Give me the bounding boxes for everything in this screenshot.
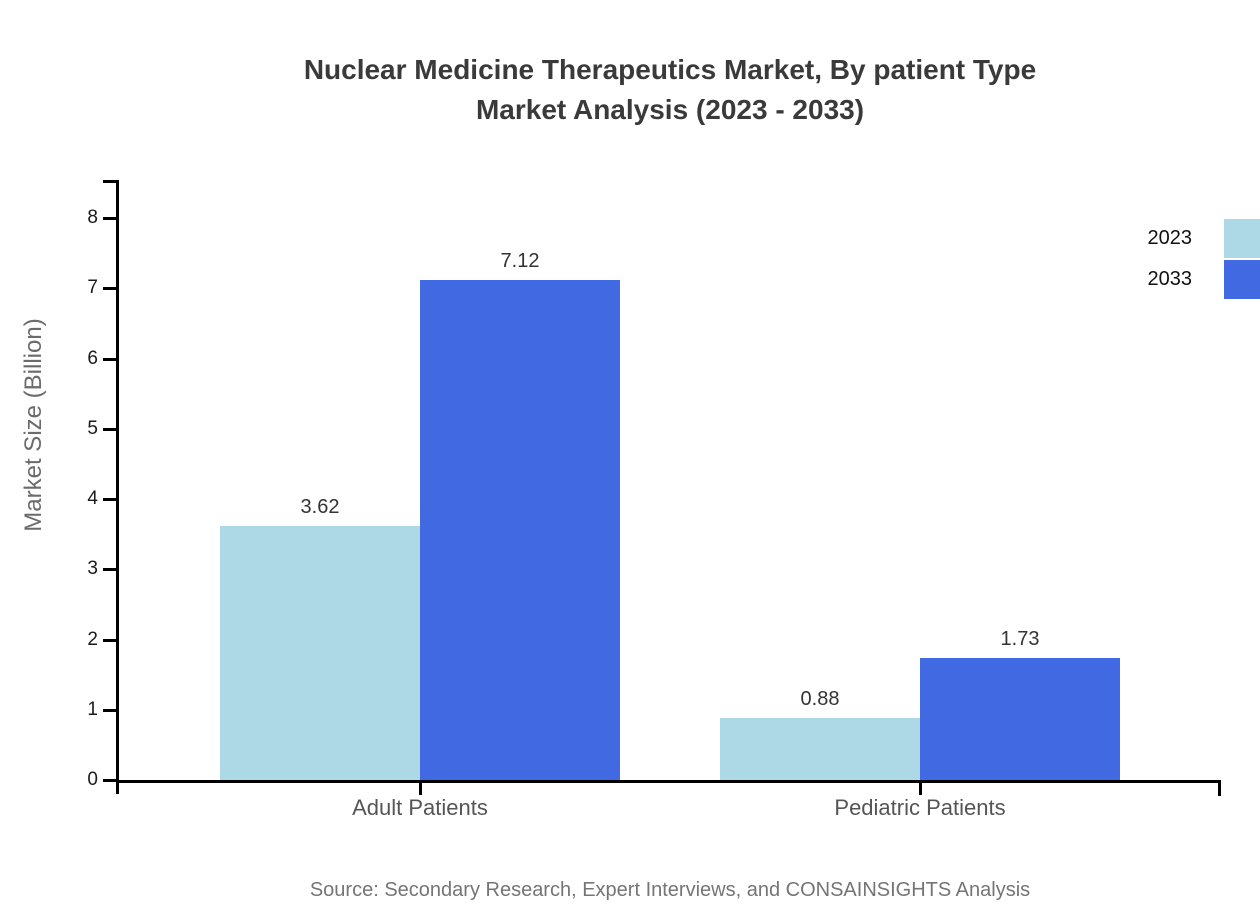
y-tick-label: 8 xyxy=(87,207,98,228)
bar-value-label: 0.88 xyxy=(800,688,840,711)
chart-title-line1: Nuclear Medicine Therapeutics Market, By… xyxy=(303,54,1037,85)
category-label-pediatric-patients: Pediatric Patients xyxy=(834,795,1006,820)
bar-value-label: 1.73 xyxy=(1000,628,1040,651)
y-tick-mark xyxy=(103,217,117,220)
bar-2023-adult-patients xyxy=(220,525,420,780)
bar-value-label: 7.12 xyxy=(500,249,540,272)
y-tick-label: 3 xyxy=(87,558,98,580)
y-tick-label: 2 xyxy=(87,628,98,650)
y-tick-mark xyxy=(103,498,117,501)
bar-value-label: 3.62 xyxy=(300,495,340,518)
legend-label-2033: 2033 xyxy=(1147,268,1193,290)
legend-swatch-2023 xyxy=(1224,219,1260,258)
y-axis-line xyxy=(116,180,119,794)
bar-2033-pediatric-patients xyxy=(920,658,1120,780)
chart-title: Nuclear Medicine Therapeutics Market, By… xyxy=(80,50,1260,130)
y-tick-label: 7 xyxy=(87,277,98,299)
y-tick-label: 6 xyxy=(87,347,98,369)
bar-2033-adult-patients xyxy=(420,279,620,780)
y-tick-mark xyxy=(103,568,117,572)
y-tick-mark xyxy=(103,779,117,782)
y-tick-mark xyxy=(103,357,117,361)
y-tick-mark xyxy=(103,427,117,431)
x-axis-end-cap xyxy=(1218,780,1221,796)
bar-2023-pediatric-patients xyxy=(720,718,920,780)
y-tick-mark xyxy=(103,287,117,291)
y-tick-mark xyxy=(103,708,117,712)
y-tick-label: 0 xyxy=(87,769,98,790)
y-tick-label: 4 xyxy=(87,488,98,509)
chart-title-line2: Market Analysis (2023 - 2033) xyxy=(475,94,865,125)
source-note: Source: Secondary Research, Expert Inter… xyxy=(309,879,1031,901)
x-tick-mark xyxy=(419,780,422,795)
legend-swatch-2033 xyxy=(1224,260,1260,299)
x-tick-mark xyxy=(919,780,922,795)
y-tick-mark xyxy=(103,638,117,642)
legend-label-2023: 2023 xyxy=(1147,227,1193,249)
x-axis-line xyxy=(116,780,1221,783)
category-label-adult-patients: Adult Patients xyxy=(352,795,488,820)
y-tick-label: 5 xyxy=(87,417,98,439)
y-tick-label: 1 xyxy=(87,698,98,720)
y-axis-top-cap xyxy=(103,180,117,183)
